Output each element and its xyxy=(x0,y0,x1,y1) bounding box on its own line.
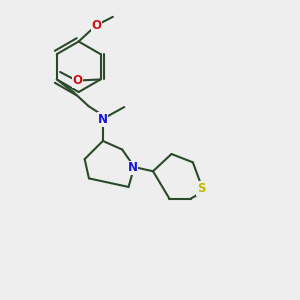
Text: N: N xyxy=(128,161,138,174)
Text: N: N xyxy=(98,113,108,126)
Text: O: O xyxy=(92,19,101,32)
Text: S: S xyxy=(197,182,206,195)
Text: O: O xyxy=(72,74,82,87)
